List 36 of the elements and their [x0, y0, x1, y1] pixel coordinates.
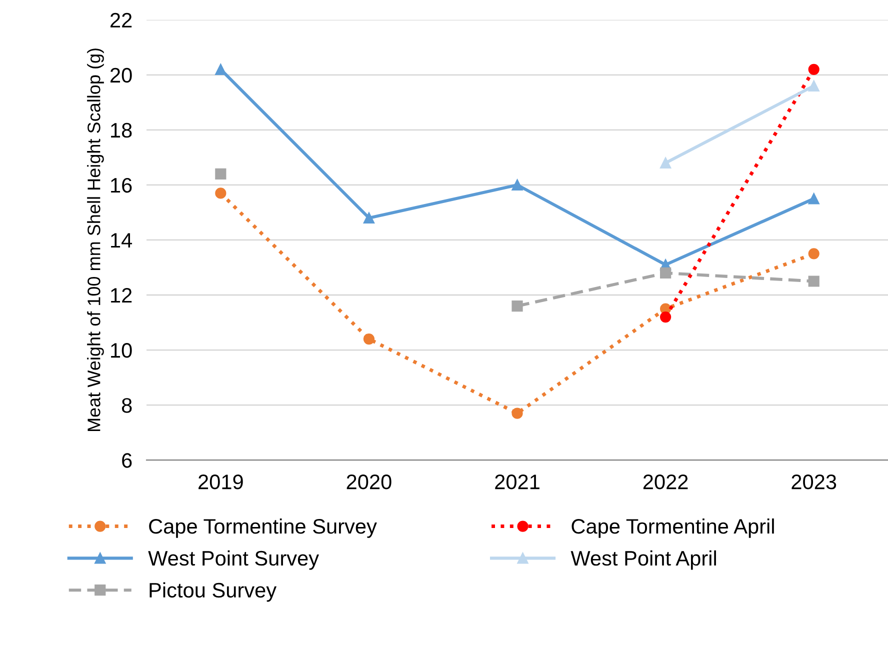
point [512, 179, 523, 190]
y-tick-label: 18 [111, 122, 132, 138]
legend-label: Cape Tormentine Survey [149, 518, 377, 538]
x-tick-label: 2021 [495, 474, 540, 490]
x-tick-label: 2022 [643, 474, 688, 490]
y-tick-label: 12 [111, 288, 132, 303]
legend-label: West Point April [570, 550, 716, 570]
point [808, 64, 820, 75]
point [512, 408, 523, 419]
legend-label: West Point Survey [148, 550, 319, 570]
point [215, 64, 226, 75]
legend-label: Cape Tormentine April [572, 518, 774, 538]
point [660, 157, 672, 168]
x-tick-label: 2023 [792, 474, 836, 490]
legend-label: Pictou Survey [150, 582, 277, 602]
point [808, 80, 820, 92]
point [512, 300, 523, 312]
y-tick-label: 8 [122, 398, 132, 413]
point [363, 333, 375, 345]
y-axis-title: Meat Weight of 100 mm Shell Height Scallop (g) [87, 48, 104, 432]
x-tick-label: 2020 [346, 474, 392, 490]
point [808, 193, 820, 204]
point [808, 276, 820, 287]
point [215, 188, 226, 199]
y-tick-label: 16 [111, 178, 132, 193]
point [363, 212, 375, 224]
point [808, 248, 820, 260]
y-tick-label: 10 [111, 343, 132, 358]
y-tick-label: 14 [111, 233, 132, 248]
y-tick-label: 22 [110, 12, 132, 28]
point [215, 168, 226, 180]
point [660, 267, 672, 279]
y-tick-label: 20 [110, 68, 132, 83]
point [660, 311, 672, 323]
x-tick-label: 2019 [198, 474, 243, 490]
y-tick-label: 6 [122, 453, 132, 468]
